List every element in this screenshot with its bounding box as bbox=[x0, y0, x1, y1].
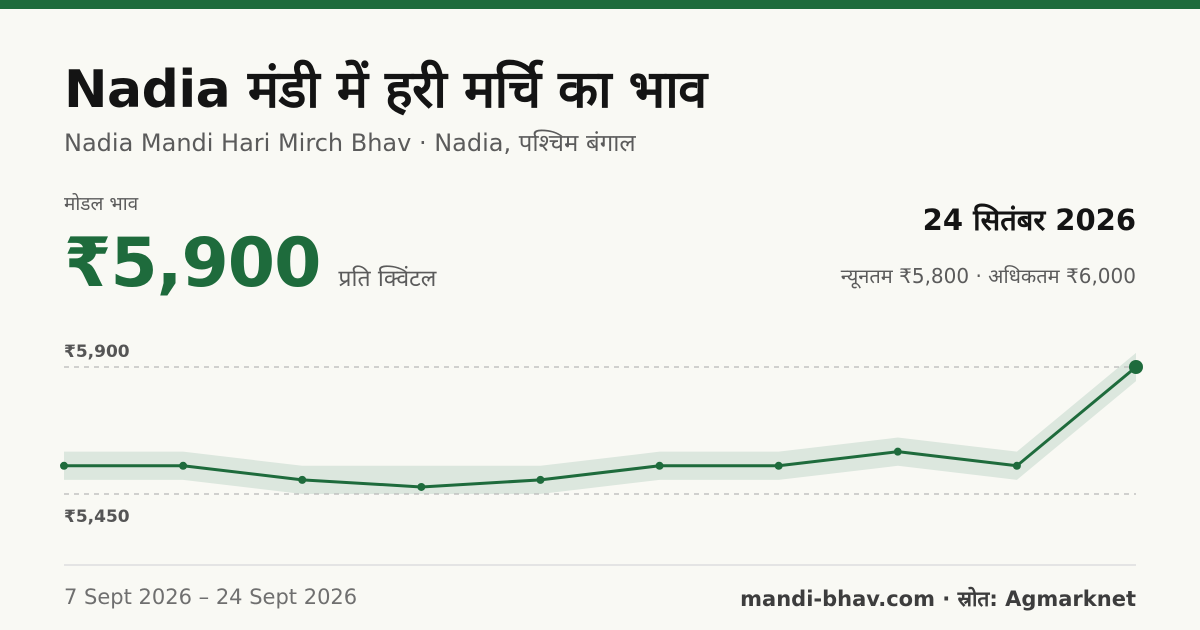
price-point bbox=[179, 461, 188, 470]
price-point bbox=[536, 475, 545, 484]
price-point bbox=[417, 482, 426, 491]
page-title: Nadia मंडी में हरी मर्चि का भाव bbox=[64, 60, 707, 120]
price-point bbox=[60, 461, 68, 470]
latest-price-point bbox=[1129, 360, 1143, 374]
price-point bbox=[893, 447, 902, 456]
model-price: ₹5,900 bbox=[64, 224, 321, 303]
reference-label: ₹5,900 bbox=[64, 342, 130, 362]
price-point bbox=[1012, 461, 1021, 470]
price-point bbox=[298, 475, 307, 484]
price-range-band bbox=[64, 352, 1136, 494]
price-line bbox=[62, 365, 1138, 489]
model-price-label: मोडल भाव bbox=[64, 193, 139, 215]
source-credit: mandi-bhav.com · स्रोत: Agmarknet bbox=[740, 587, 1136, 611]
date-range: 7 Sept 2026 – 24 Sept 2026 bbox=[64, 585, 358, 609]
top-accent-bar bbox=[0, 0, 1200, 9]
page-subtitle: Nadia Mandi Hari Mirch Bhav · Nadia, पश्… bbox=[64, 129, 636, 157]
reference-label: ₹5,450 bbox=[64, 507, 130, 527]
price-point bbox=[774, 461, 783, 470]
price-unit: प्रति क्विंटल bbox=[338, 266, 437, 292]
price-row: ₹5,900 प्रति क्विंटल bbox=[64, 224, 436, 303]
price-date: 24 सितंबर 2026 bbox=[922, 203, 1136, 237]
min-max-price: न्यूनतम ₹5,800 · अधिकतम ₹6,000 bbox=[840, 264, 1136, 288]
price-point bbox=[655, 461, 664, 470]
